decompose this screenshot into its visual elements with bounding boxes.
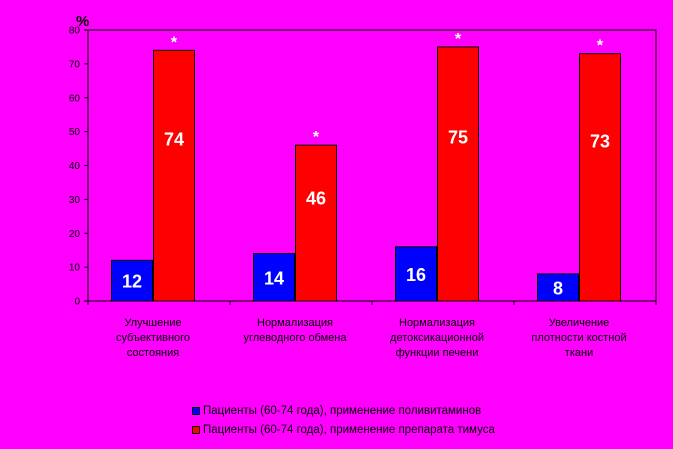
data-label: 75 xyxy=(448,127,468,147)
category-label: состояния xyxy=(127,347,179,359)
legend-label-thymus: Пациенты (60-74 года), применение препар… xyxy=(203,423,495,436)
y-tick-label: 40 xyxy=(69,161,81,172)
data-label: 74 xyxy=(164,130,184,150)
data-label: 14 xyxy=(264,268,284,288)
category-label: Улучшение xyxy=(124,317,181,329)
legend-swatch-red xyxy=(192,425,200,434)
y-unit-label: % xyxy=(76,13,89,30)
legend-swatch-blue xyxy=(192,406,200,415)
significance-marker: * xyxy=(313,129,320,146)
data-label: 16 xyxy=(406,265,426,285)
data-label: 46 xyxy=(306,188,326,208)
y-tick-label: 10 xyxy=(69,263,81,274)
category-label: Нормализация xyxy=(399,317,475,329)
y-tick-label: 80 xyxy=(69,26,81,37)
legend-label-multivitamins: Пациенты (60-74 года), применение поливи… xyxy=(203,404,482,417)
category-label: субъективного xyxy=(116,332,190,344)
data-label: 12 xyxy=(122,272,142,292)
category-label: ткани xyxy=(565,347,593,359)
y-tick-label: 20 xyxy=(69,229,81,240)
y-tick-label: 0 xyxy=(74,297,80,308)
data-label: 73 xyxy=(590,132,610,152)
bars xyxy=(111,46,621,302)
significance-marker: * xyxy=(455,31,462,48)
data-labels: 12 74 * 14 46 * 16 75 * 8 73 * xyxy=(122,31,610,299)
bar-thymus xyxy=(437,46,479,302)
y-tick-label: 30 xyxy=(69,195,81,206)
bar-thymus xyxy=(579,53,621,302)
category-label: Увеличение xyxy=(549,317,610,329)
y-tick-label: 70 xyxy=(69,59,81,70)
y-tick-label: 60 xyxy=(69,93,81,104)
legend-item-multivitamins: Пациенты (60-74 года), применение поливи… xyxy=(192,401,495,420)
bar-multivitamins xyxy=(395,246,437,302)
legend: Пациенты (60-74 года), применение поливи… xyxy=(192,401,495,439)
category-label: углеводного обмена xyxy=(243,332,347,344)
category-label: детоксикационной xyxy=(390,332,484,344)
bar-thymus xyxy=(153,49,195,302)
category-labels: Улучшение субъективного состояния Нормализа… xyxy=(87,301,657,359)
legend-item-thymus: Пациенты (60-74 года), применение препар… xyxy=(192,420,495,439)
bar-multivitamins xyxy=(111,259,153,302)
category-label: плотности костной xyxy=(531,332,626,344)
significance-marker: * xyxy=(597,38,604,55)
data-label: 8 xyxy=(553,278,563,298)
significance-marker: * xyxy=(171,34,178,51)
category-label: функции печени xyxy=(396,347,479,359)
bar-multivitamins xyxy=(253,253,295,302)
bar-thymus xyxy=(295,144,337,302)
bar-multivitamins xyxy=(537,273,579,302)
y-tick-label: 50 xyxy=(69,127,81,138)
y-axis: 0 10 20 30 40 50 60 70 80 xyxy=(69,26,88,308)
category-label: Нормализация xyxy=(257,317,333,329)
